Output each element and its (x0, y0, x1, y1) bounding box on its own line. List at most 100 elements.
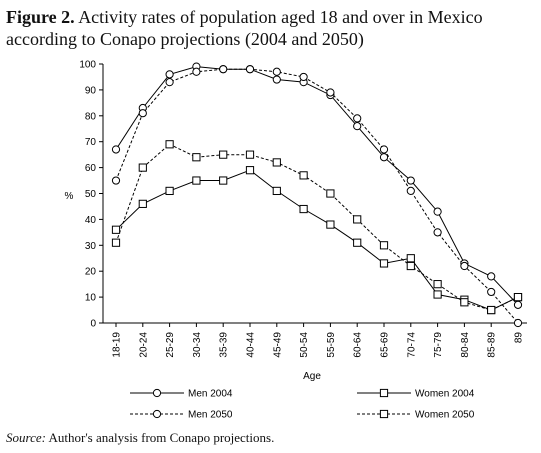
data-point (487, 287, 496, 297)
y-tick-label: 20 (85, 267, 97, 278)
y-tick-label: 100 (79, 60, 96, 71)
data-point (245, 65, 255, 74)
data-point (299, 72, 308, 82)
data-point (219, 176, 228, 185)
legend-label: Men 2050 (188, 410, 233, 421)
data-point (460, 261, 469, 271)
data-point (406, 261, 415, 271)
data-point (353, 122, 362, 131)
data-point (245, 150, 255, 159)
x-tick-label: 30-34 (192, 332, 203, 358)
legend-label: Women 2050 (415, 410, 475, 421)
data-point (245, 166, 255, 175)
source-note: Source: Author's analysis from Conapo pr… (6, 430, 274, 446)
data-point (165, 78, 174, 87)
data-point (272, 158, 281, 167)
data-point (111, 145, 121, 154)
x-tick-label: 18-19 (112, 332, 123, 358)
data-point (487, 272, 496, 281)
x-tick-label: 25-29 (165, 332, 176, 358)
legend-label: Women 2004 (415, 389, 475, 400)
data-point (219, 65, 228, 74)
data-point (299, 171, 308, 180)
data-point (433, 207, 442, 216)
y-tick-label: 80 (85, 111, 97, 122)
data-point (513, 300, 523, 309)
data-point (379, 259, 389, 268)
legend-marker (379, 409, 389, 419)
x-tick-label: 40-44 (246, 332, 257, 358)
data-point (406, 254, 415, 263)
data-point (165, 140, 174, 149)
data-point (111, 238, 121, 247)
y-tick-label: 90 (85, 85, 97, 96)
data-point (513, 293, 523, 302)
data-point (353, 238, 362, 247)
x-tick-label: 60-64 (353, 332, 364, 358)
series-line (115, 66, 519, 306)
figure-title-text: Activity rates of population aged 18 and… (6, 7, 483, 49)
y-axis-label: % (65, 191, 74, 202)
data-point (433, 280, 442, 289)
x-tick-label: 65-69 (380, 332, 391, 358)
series-line (115, 169, 519, 311)
y-tick-label: 40 (85, 215, 97, 226)
data-point (487, 305, 496, 315)
chart-title: Figure 2. Activity rates of population a… (6, 6, 536, 50)
y-tick-label: 70 (85, 137, 97, 148)
y-tick-label: 60 (85, 163, 97, 174)
series-line (115, 68, 519, 324)
data-point (165, 186, 174, 196)
y-tick-label: 0 (90, 319, 96, 330)
data-point (379, 145, 389, 154)
x-tick-label: 70-74 (406, 332, 417, 358)
data-point (326, 189, 335, 198)
data-point (111, 225, 121, 234)
data-point (326, 220, 335, 229)
data-point (138, 199, 147, 208)
legend-marker (152, 388, 162, 398)
data-point (138, 163, 147, 172)
x-tick-label: 55-59 (326, 332, 337, 358)
data-point (219, 150, 228, 159)
x-axis-label: Age (303, 371, 321, 382)
x-tick-label: 20-24 (138, 332, 149, 358)
data-point (460, 298, 469, 307)
data-point (192, 153, 201, 162)
figure-label: Figure 2. (6, 7, 75, 27)
y-tick-label: 50 (85, 189, 97, 200)
data-point (406, 176, 415, 185)
source-label: Source: (6, 430, 46, 445)
data-point (513, 318, 523, 328)
data-point (192, 67, 201, 76)
x-tick-label: 50-54 (299, 332, 310, 358)
data-point (272, 75, 281, 84)
x-tick-label: 75-79 (433, 332, 444, 358)
x-tick-label: 45-49 (272, 332, 283, 358)
legend-label: Men 2004 (188, 389, 233, 400)
data-point (111, 176, 121, 185)
data-point (433, 290, 442, 299)
data-point (192, 176, 201, 185)
y-tick-label: 30 (85, 241, 97, 252)
data-point (272, 186, 281, 196)
series-line (115, 143, 519, 311)
data-point (379, 241, 389, 250)
data-point (165, 70, 174, 79)
data-point (379, 153, 389, 162)
x-tick-label: 85-89 (487, 332, 498, 358)
data-point (353, 215, 362, 224)
x-tick-label: 80-84 (460, 332, 471, 358)
data-point (272, 67, 281, 76)
data-point (326, 88, 335, 97)
data-point (433, 228, 442, 237)
x-tick-label: 89 (514, 332, 525, 344)
data-point (406, 186, 415, 196)
data-point (138, 109, 147, 118)
y-tick-label: 10 (85, 293, 97, 304)
legend-marker (379, 388, 389, 398)
data-point (299, 204, 308, 214)
data-point (353, 114, 362, 123)
x-tick-label: 35-39 (219, 332, 230, 358)
